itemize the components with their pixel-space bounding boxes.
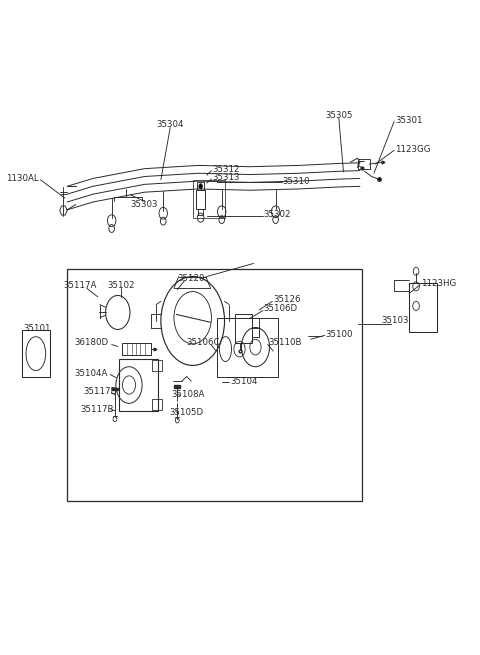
Text: 35102: 35102 [108,280,135,290]
Text: 35101: 35101 [23,324,50,333]
Text: 35117B: 35117B [81,405,114,414]
Text: 35104A: 35104A [74,369,108,378]
Bar [112,388,118,390]
Text: 35117A: 35117A [64,280,97,290]
Circle shape [199,183,203,189]
Text: 35100: 35100 [326,329,353,339]
Text: 1123HG: 1123HG [421,278,456,288]
Text: 1123GG: 1123GG [395,145,431,153]
Text: 35117D: 35117D [84,387,118,396]
Bar [196,190,205,208]
Bar [153,360,162,371]
Text: 35310: 35310 [283,177,310,185]
Text: 35108A: 35108A [171,390,204,399]
Text: 35305: 35305 [325,111,353,120]
Bar [153,400,162,410]
Text: 35302: 35302 [264,210,291,219]
Bar [67,269,362,500]
Text: 35103: 35103 [381,316,409,326]
Text: 35104: 35104 [230,377,258,386]
Text: 35106C: 35106C [186,338,220,347]
Text: 35105D: 35105D [169,408,204,417]
Text: 35304: 35304 [156,121,184,130]
Bar [119,359,158,411]
Bar [217,318,278,377]
Bar [192,179,226,217]
Text: 35110B: 35110B [269,338,302,347]
Text: 36180D: 36180D [74,338,108,347]
Text: 1130AL: 1130AL [6,174,39,183]
Bar [235,314,252,343]
Text: 35126: 35126 [273,295,301,304]
Text: 35120: 35120 [178,274,205,283]
Bar [409,283,437,332]
Bar [22,330,50,377]
Text: 35301: 35301 [395,116,422,125]
Text: 35106D: 35106D [264,304,298,313]
Text: 35303: 35303 [131,200,158,209]
Bar [122,343,151,355]
Text: 35313: 35313 [212,174,240,182]
Bar [197,182,204,190]
Text: 35312: 35312 [212,165,240,174]
Bar [174,385,180,388]
